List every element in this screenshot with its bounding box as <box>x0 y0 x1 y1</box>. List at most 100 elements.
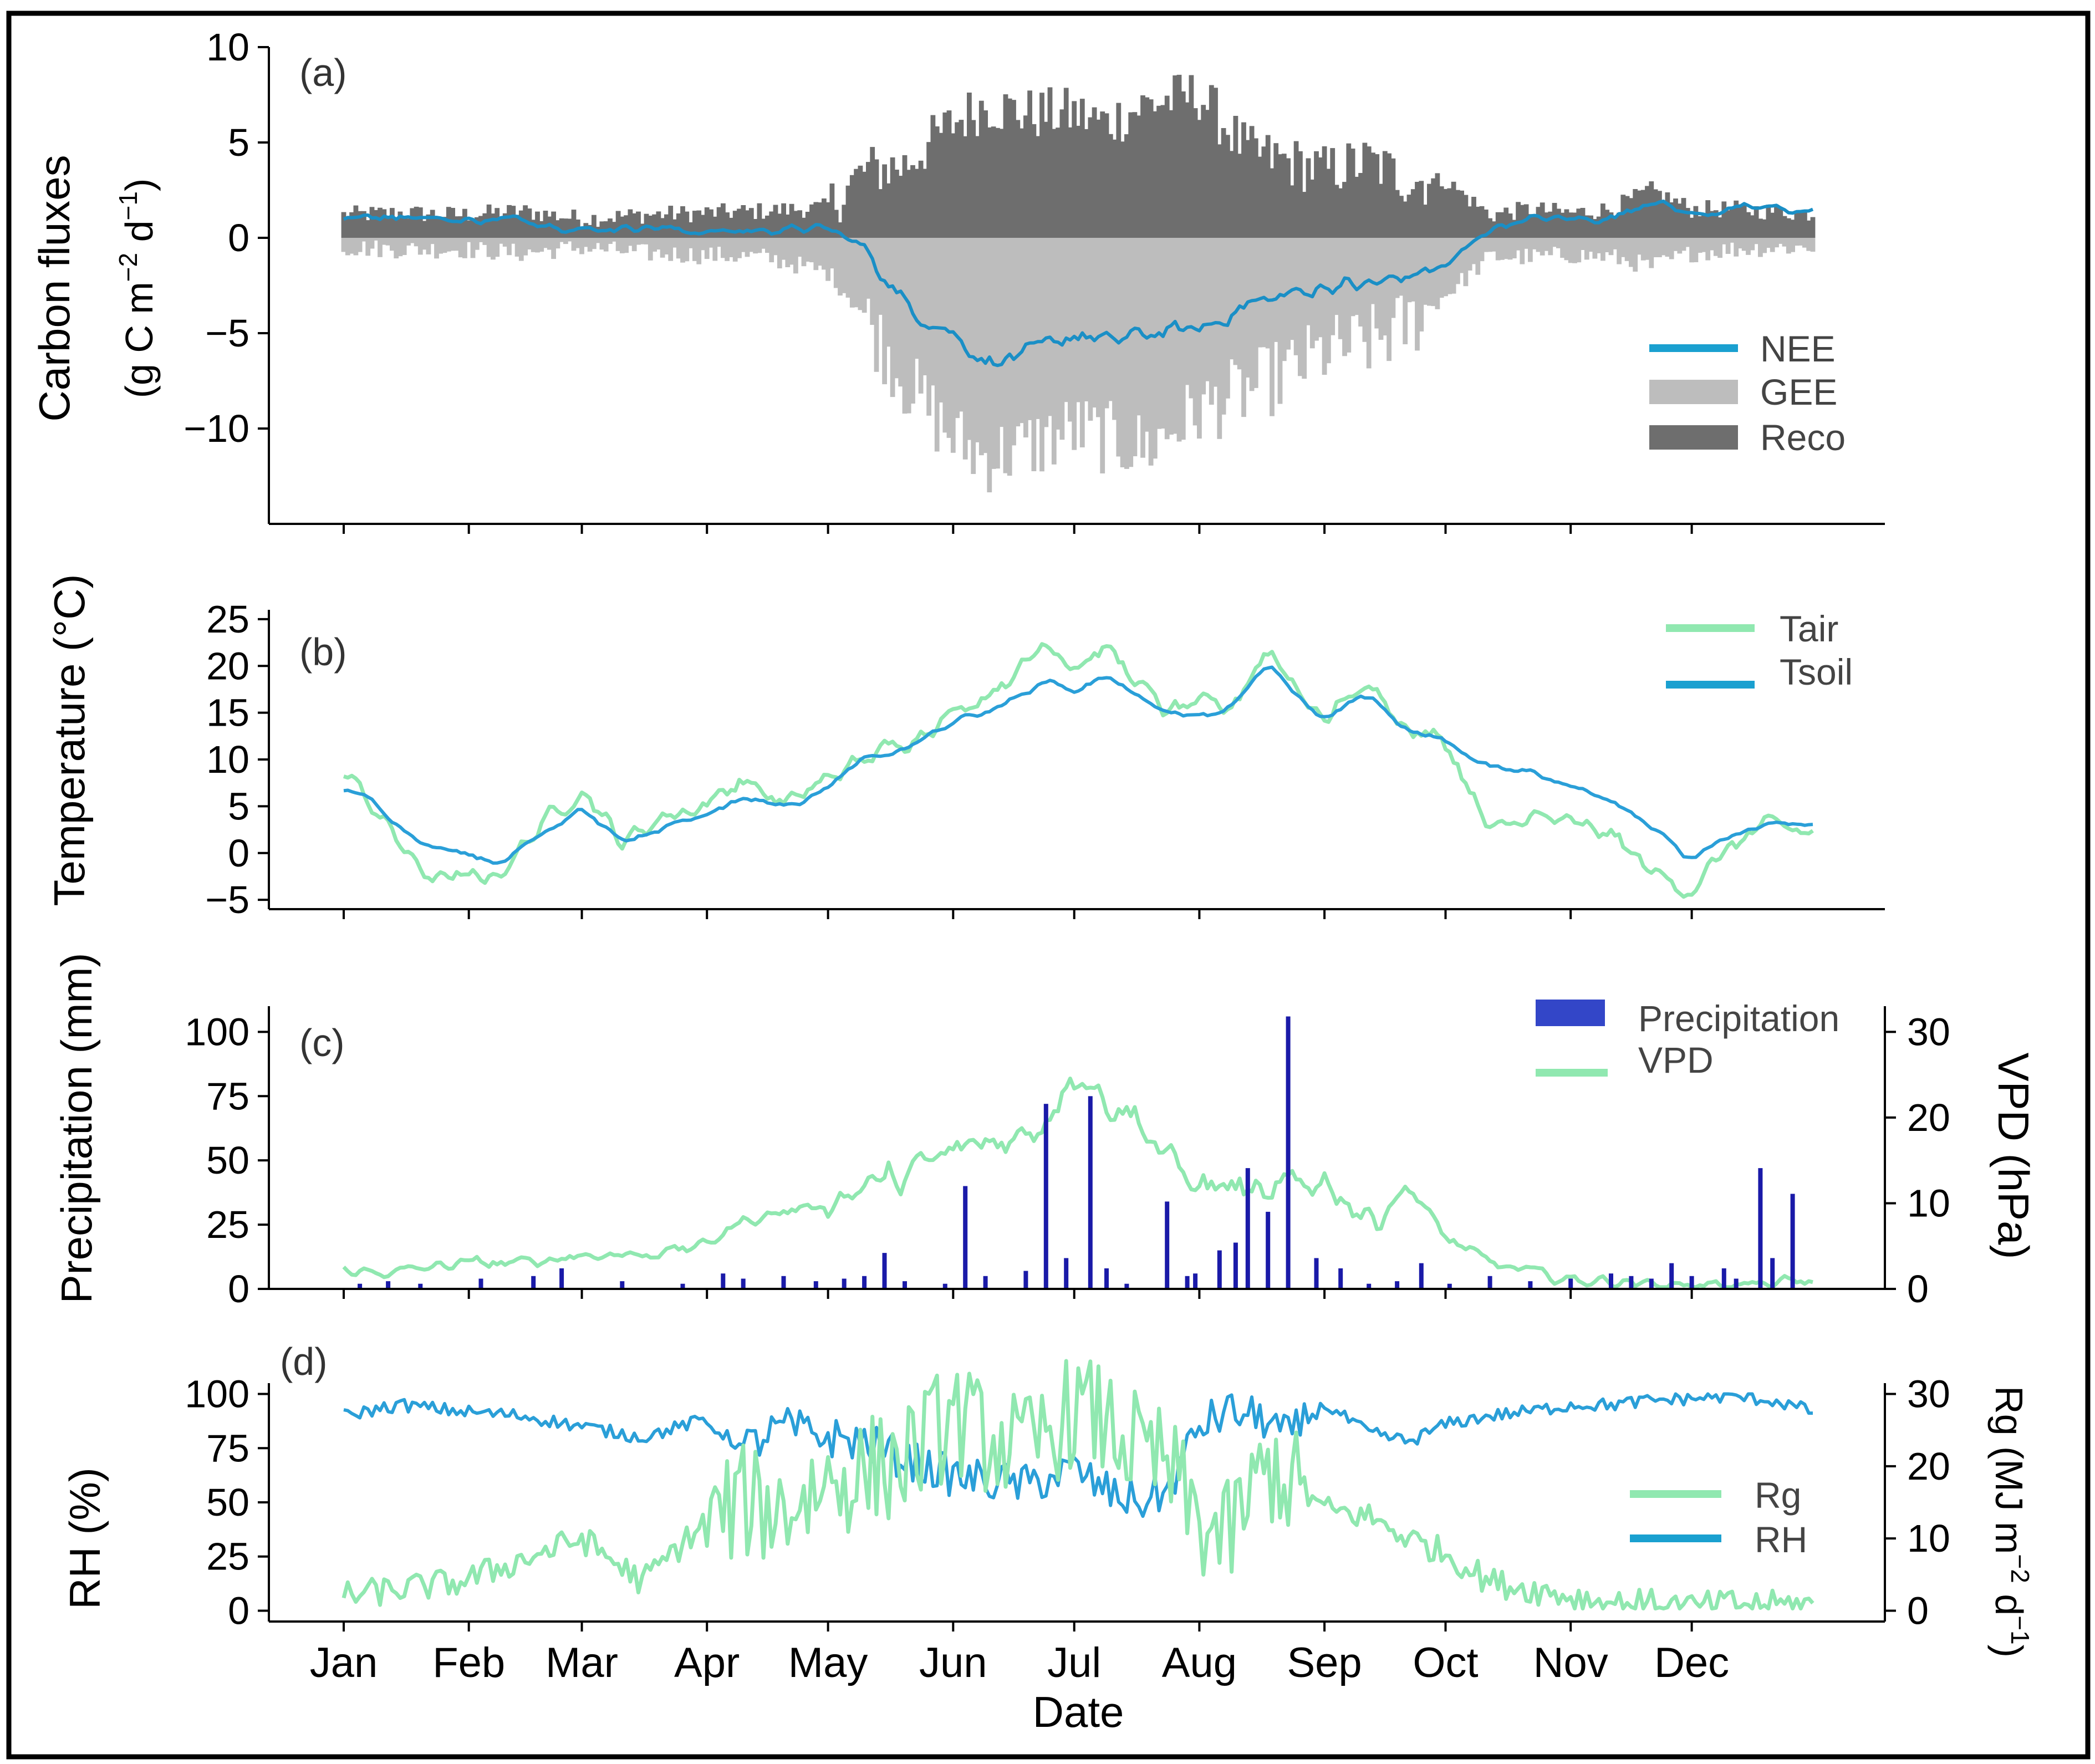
reco-bar <box>1253 138 1258 238</box>
reco-bar <box>1072 101 1077 238</box>
gee-bar <box>1075 238 1081 402</box>
reco-bar <box>789 203 794 238</box>
precipitation-bar <box>1266 1211 1271 1289</box>
reco-bar <box>983 110 988 238</box>
gee-bar <box>543 238 548 248</box>
gee-bar <box>1358 238 1363 327</box>
gee-bar <box>1806 238 1812 251</box>
gee-bar <box>1072 238 1077 450</box>
reco-bar <box>1306 158 1311 238</box>
y-tick-label: 25 <box>206 598 249 641</box>
reco-bar <box>1309 179 1315 238</box>
gee-bar <box>1302 238 1307 379</box>
gee-bar <box>721 238 726 258</box>
gee-bar <box>1511 238 1517 258</box>
reco-bar <box>571 210 577 238</box>
precipitation-bar <box>963 1186 968 1289</box>
gee-bar <box>1560 238 1565 258</box>
reco-bar <box>1479 206 1485 238</box>
reco-bar <box>1725 210 1731 238</box>
reco-bar <box>1318 157 1323 238</box>
gee-bar <box>608 238 613 244</box>
reco-bar <box>1778 208 1783 238</box>
reco-bar <box>498 217 504 238</box>
reco-bar <box>1229 151 1235 238</box>
gee-bar <box>1774 238 1779 248</box>
reco-bar <box>1205 110 1210 238</box>
reco-bar <box>922 169 927 238</box>
reco-bar <box>1629 198 1634 238</box>
reco-bar <box>1201 105 1206 238</box>
reco-bar <box>1237 154 1242 238</box>
reco-bar <box>934 126 940 238</box>
reco-bar <box>462 208 467 238</box>
reco-bar <box>1302 192 1307 238</box>
precipitation-bar <box>813 1281 818 1289</box>
reco-bar <box>1249 126 1255 238</box>
gee-bar <box>495 238 500 257</box>
reco-bar <box>1548 211 1553 238</box>
reco-bar <box>833 210 839 238</box>
reco-bar <box>1374 154 1380 238</box>
gee-bar <box>1580 238 1586 250</box>
reco-bar <box>886 183 891 238</box>
precipitation-bar <box>1217 1250 1222 1289</box>
reco-bar <box>971 120 976 238</box>
reco-bar <box>721 203 726 238</box>
tair-line <box>343 642 1814 899</box>
gee-bar <box>1128 238 1134 467</box>
reco-bar <box>357 211 363 238</box>
reco-bar <box>939 132 944 238</box>
gee-bar <box>1746 238 1751 255</box>
gee-bar <box>1233 238 1238 365</box>
reco-bar <box>1669 202 1674 238</box>
gee-bar <box>805 238 811 262</box>
gee-bar <box>1592 238 1598 259</box>
reco-bar <box>1604 210 1610 238</box>
reco-bar <box>353 205 359 238</box>
gee-bar <box>862 238 867 313</box>
panel-a-legend: NEE GEE Reco <box>1649 328 1846 458</box>
precipitation-bar <box>418 1283 423 1289</box>
gee-bar <box>1661 238 1666 256</box>
reco-bar <box>1047 87 1053 238</box>
reco-bar <box>1370 152 1375 238</box>
reco-bar <box>882 164 887 238</box>
gee-bar <box>514 238 520 257</box>
reco-bar <box>1096 119 1101 238</box>
reco-bar <box>378 207 383 238</box>
y-tick-label: 10 <box>206 738 249 781</box>
reco-bar <box>1112 139 1117 238</box>
reco-bar <box>1532 215 1537 238</box>
gee-bar <box>1092 238 1097 408</box>
reco-bar <box>1536 207 1541 238</box>
reco-bar <box>1387 153 1391 238</box>
gee-bar <box>1600 238 1605 261</box>
gee-bar <box>1439 238 1444 298</box>
reco-bar <box>942 112 948 238</box>
precipitation-bar <box>1395 1281 1400 1289</box>
gee-bar <box>1088 238 1093 421</box>
gee-bar <box>858 238 863 310</box>
gee-bar <box>523 238 528 256</box>
reco-bar <box>845 185 851 238</box>
gee-bar <box>825 238 830 281</box>
reco-bar <box>910 165 915 238</box>
gee-bar <box>1782 238 1787 247</box>
gee-bar <box>1471 238 1476 264</box>
reco-bar <box>955 122 960 238</box>
gee-bar <box>842 238 847 293</box>
precipitation-bar <box>1193 1273 1198 1289</box>
reco-bar <box>656 211 661 238</box>
gee-bar <box>1063 238 1069 402</box>
precipitation-bar <box>721 1273 726 1289</box>
precipitation-bar <box>1721 1268 1726 1289</box>
panel-d-ylabel-right: Rg (MJ m−2 d−1) <box>1987 1386 2035 1658</box>
reco-bar <box>732 211 738 238</box>
reco-bar <box>543 211 548 238</box>
reco-bar <box>838 222 843 238</box>
reco-bar <box>745 210 750 238</box>
gee-bar <box>1629 238 1634 267</box>
reco-bar <box>365 220 371 238</box>
y-tick-label: 25 <box>206 1203 249 1246</box>
